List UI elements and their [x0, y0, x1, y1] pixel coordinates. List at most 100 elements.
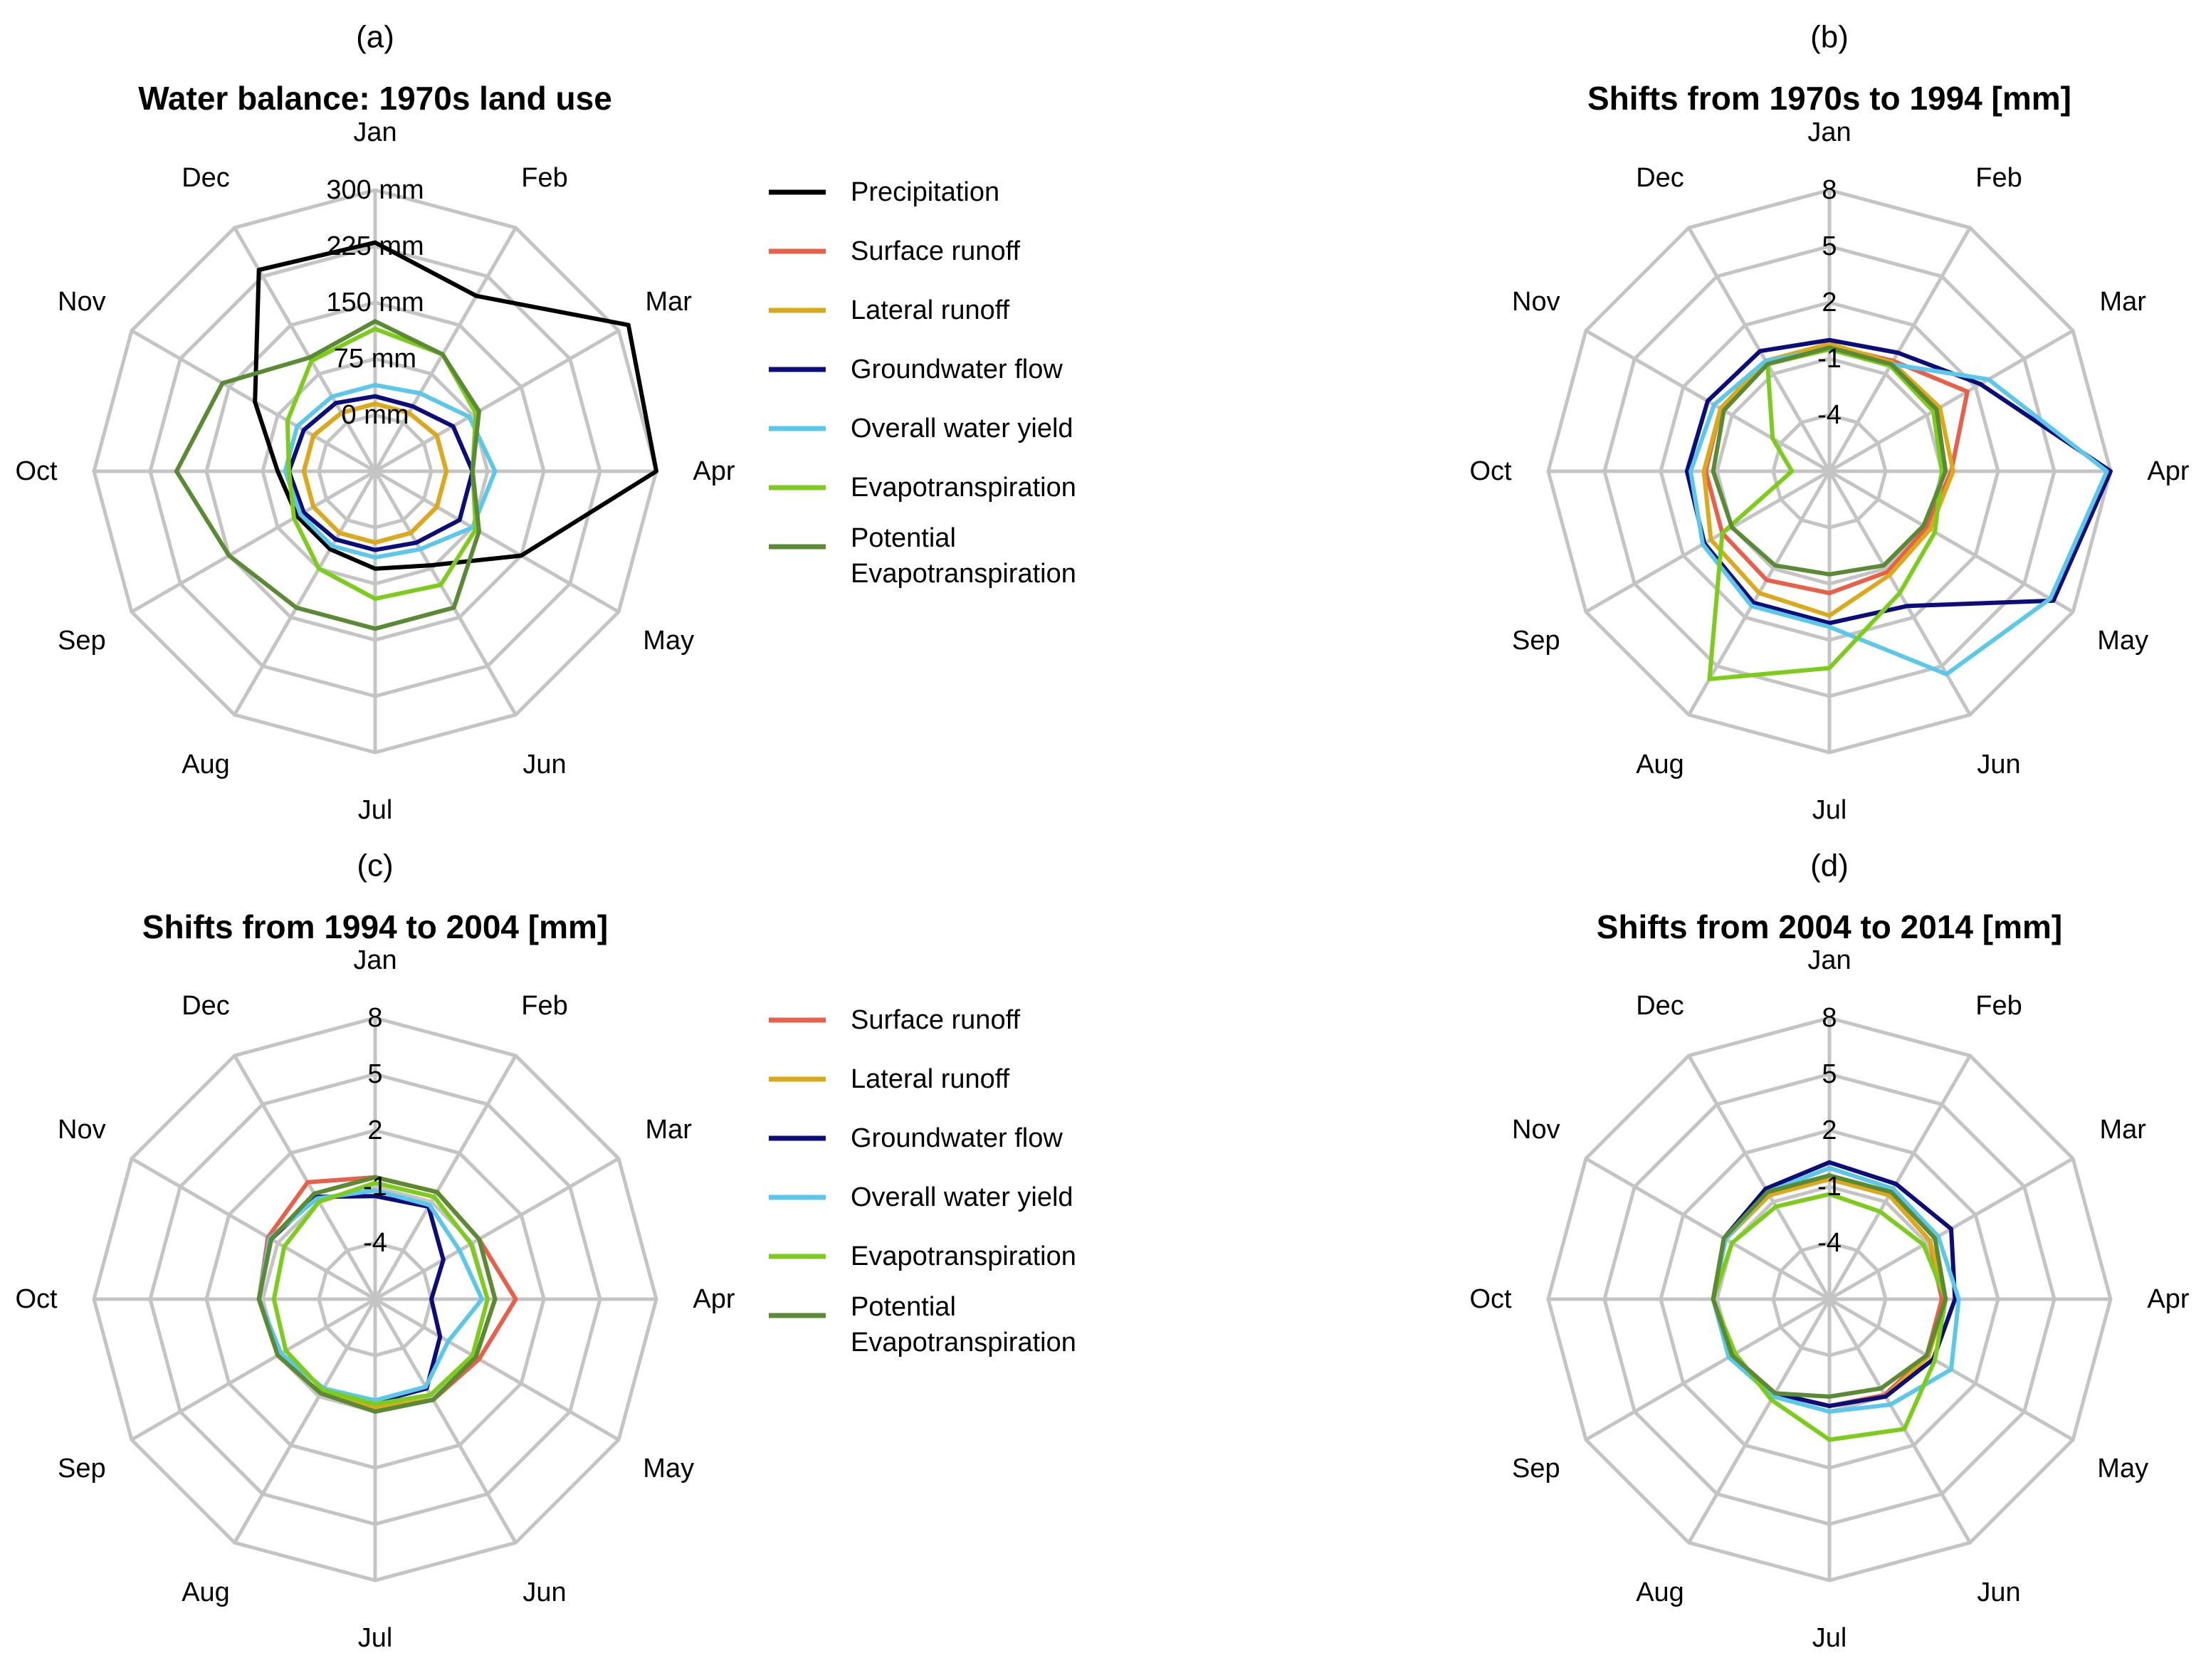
panel-letter: (b) [1810, 20, 1849, 55]
tick-label: 300 mm [326, 175, 424, 205]
legend-label: Groundwater flow [851, 355, 1063, 384]
series-overall-water-yield [1688, 347, 2109, 677]
tick-label: 5 [1822, 1059, 1837, 1089]
tick-label: 8 [1822, 1003, 1837, 1033]
month-label-aug: Aug [182, 750, 230, 779]
grid-spoke [374, 329, 620, 473]
month-label-apr: Apr [2147, 456, 2189, 486]
legend-label: Potential [851, 523, 956, 553]
series-potential-evapotranspiration [174, 319, 481, 631]
month-label-jul: Jul [1812, 795, 1847, 825]
grid-spoke [1827, 226, 1972, 473]
panel-letter: (c) [357, 849, 393, 883]
legend-label: Evapotranspiration [851, 1328, 1076, 1358]
series-precipitation [253, 240, 658, 571]
month-label-nov: Nov [1512, 287, 1560, 317]
month-label-oct: Oct [15, 1284, 58, 1314]
tick-label: 8 [1822, 175, 1837, 205]
panel-letter: (a) [356, 20, 394, 55]
panel-c: (c) Shifts from 1994 to 2004 [mm] -4 -1 2 5 8 J… [15, 849, 735, 1654]
series-evapotranspiration [271, 1180, 490, 1407]
month-label-feb: Feb [521, 991, 567, 1021]
grid-spoke [1687, 1054, 1832, 1301]
grid-spoke [1585, 1297, 1831, 1442]
month-label-sep: Sep [58, 1454, 106, 1484]
legend-bottom: Surface runoff Lateral runoff Groundwater … [769, 1005, 1076, 1358]
series-evapotranspiration [1711, 1192, 1948, 1442]
tick-label: -4 [1817, 400, 1842, 430]
month-label-jul: Jul [358, 795, 393, 825]
month-label-aug: Aug [1636, 1577, 1684, 1607]
month-label-jun: Jun [522, 750, 566, 779]
legend-label: Precipitation [851, 177, 999, 207]
series-overall-water-yield [283, 382, 498, 560]
month-label-oct: Oct [1469, 1284, 1512, 1314]
grid-spoke [1828, 469, 2074, 614]
month-label-mar: Mar [645, 287, 692, 317]
month-label-jan: Jan [1807, 945, 1851, 975]
panel-title: Water balance: 1970s land use [138, 80, 612, 117]
month-label-mar: Mar [2099, 1115, 2146, 1145]
legend-label: Potential [851, 1292, 956, 1322]
month-label-dec: Dec [1636, 163, 1684, 193]
grid-spoke [1827, 1298, 1972, 1544]
tick-label: -1 [363, 1172, 387, 1202]
legend-label: Overall water yield [851, 414, 1073, 443]
month-label-jul: Jul [1812, 1623, 1847, 1653]
panel-letter: (d) [1810, 849, 1849, 883]
grid-spoke [130, 469, 377, 614]
panel-title: Shifts from 1970s to 1994 [mm] [1587, 80, 2071, 117]
month-label-jul: Jul [358, 1623, 393, 1653]
legend-label: Evapotranspiration [851, 473, 1076, 503]
grid-spoke [374, 469, 620, 614]
month-label-apr: Apr [693, 456, 735, 486]
tick-label: 75 mm [334, 344, 416, 374]
tick-label: -4 [1817, 1228, 1842, 1258]
month-label-jan: Jan [1807, 117, 1851, 147]
series-evapotranspiration [1707, 347, 1944, 681]
series-groundwater-flow [1684, 337, 2113, 626]
month-label-nov: Nov [58, 1115, 106, 1145]
month-label-oct: Oct [1469, 456, 1512, 486]
grid-spoke [373, 1054, 518, 1301]
legend-label: Groundwater flow [851, 1123, 1063, 1153]
month-label-mar: Mar [645, 1115, 692, 1145]
panel-a: (a) Water balance: 1970s land use 0 mm 75 m… [15, 20, 735, 826]
tick-label: -1 [1817, 344, 1842, 374]
grid-spoke [374, 1297, 620, 1442]
series-groundwater-flow [286, 394, 475, 552]
grid-spoke [1687, 1298, 1832, 1544]
grid-spoke [130, 1297, 377, 1442]
series-lateral-runoff [301, 401, 449, 545]
tick-label: 225 mm [326, 231, 424, 261]
grid-spoke [233, 470, 377, 716]
grid-spoke [1828, 329, 2074, 473]
tick-label: 5 [367, 1059, 382, 1089]
month-label-jun: Jun [1977, 750, 2020, 779]
month-label-jan: Jan [353, 945, 396, 975]
tick-label: 2 [1822, 288, 1837, 317]
month-label-dec: Dec [1636, 991, 1684, 1021]
panel-d: (d) Shifts from 2004 to 2014 [mm] -4 -1 2 5 8 J… [1469, 849, 2189, 1654]
series-potential-evapotranspiration [1711, 345, 1948, 577]
month-label-may: May [2097, 626, 2148, 656]
month-label-jun: Jun [522, 1577, 566, 1607]
panel-b: (b) Shifts from 1970s to 1994 [mm] -4 -1 2 5 8… [1469, 20, 2189, 826]
month-label-nov: Nov [58, 287, 106, 317]
grid-spoke [373, 226, 518, 473]
legend-label: Lateral runoff [851, 1064, 1010, 1094]
grid-spoke [374, 1157, 620, 1301]
grid-spoke [233, 1054, 377, 1301]
legend-label: Surface runoff [851, 1005, 1020, 1035]
month-label-dec: Dec [182, 991, 230, 1021]
tick-label: -4 [363, 1228, 387, 1258]
tick-label: 0 mm [342, 400, 409, 430]
month-label-apr: Apr [2147, 1284, 2189, 1314]
month-label-feb: Feb [521, 163, 567, 193]
tick-label: 150 mm [326, 288, 424, 317]
panel-title: Shifts from 2004 to 2014 [mm] [1597, 908, 2062, 945]
month-label-sep: Sep [1512, 1454, 1560, 1484]
month-label-dec: Dec [182, 163, 230, 193]
month-label-nov: Nov [1512, 1115, 1560, 1145]
legend-top: Precipitation Surface runoff Lateral runof… [769, 177, 1076, 589]
